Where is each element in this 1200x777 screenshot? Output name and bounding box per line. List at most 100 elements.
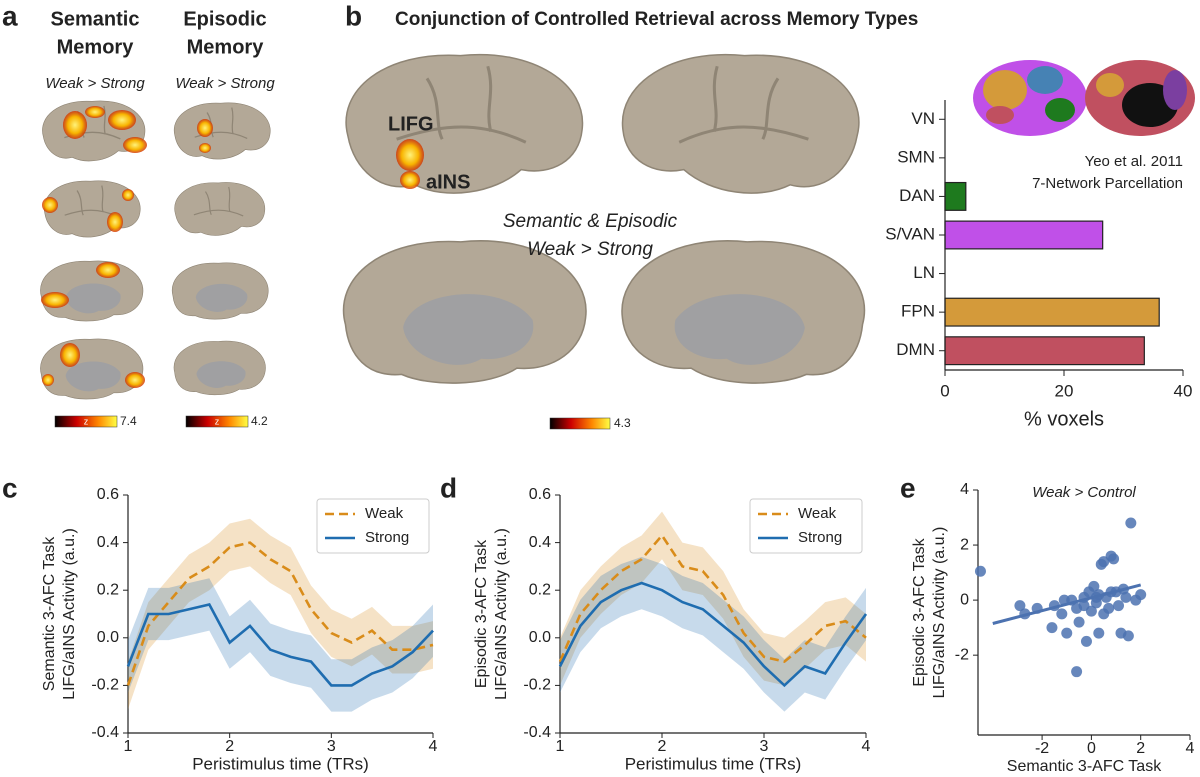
- brain-lateral: [620, 53, 861, 195]
- x-tick-label: 1: [124, 738, 133, 755]
- y-tick-label: 0.6: [97, 486, 119, 503]
- point: [1125, 517, 1137, 529]
- point: [1093, 627, 1105, 639]
- bar: [944, 336, 1145, 366]
- contrast-label: Weak > Strong: [175, 75, 275, 92]
- legend-label: Strong: [365, 529, 409, 546]
- y-tick-label: -0.2: [91, 677, 119, 694]
- parcellation-thumbnails: [973, 60, 1195, 136]
- brain-medial: [40, 260, 144, 322]
- column-title: Memory: [57, 36, 135, 58]
- colorbar: [185, 415, 249, 428]
- category-label: LN: [913, 263, 935, 282]
- category-label: SMN: [897, 147, 935, 166]
- panel-title: Conjunction of Controlled Retrieval acro…: [395, 9, 918, 30]
- x-tick-label: 2: [1136, 740, 1145, 757]
- brain-medial: [342, 240, 587, 384]
- region-label: aINS: [426, 171, 470, 193]
- panel-letter: d: [440, 472, 457, 503]
- legend-box: [316, 498, 430, 554]
- panel-letter: a: [2, 0, 18, 31]
- point: [1103, 602, 1115, 614]
- category-label: S/VAN: [885, 224, 935, 243]
- bar: [944, 220, 1104, 250]
- category-label: DAN: [899, 186, 935, 205]
- y-axis-label: Semantic 3-AFC Task: [41, 536, 58, 691]
- brain-lateral: [174, 181, 266, 236]
- y-axis-label: LIFG/aINS Activity (a.u.): [493, 528, 510, 700]
- error-band: [128, 518, 433, 710]
- colorbar: [54, 415, 118, 428]
- x-axis-label: Peristimulus time (TRs): [192, 754, 369, 773]
- activation-blob: [400, 171, 420, 189]
- point: [1061, 627, 1073, 639]
- legend-label: Weak: [798, 505, 837, 522]
- x-tick-label: 3: [327, 738, 336, 755]
- y-tick-label: -0.4: [523, 724, 551, 741]
- brain-medial: [40, 338, 144, 400]
- x-tick-label: 0: [940, 381, 949, 400]
- point: [974, 565, 986, 577]
- point: [1014, 600, 1026, 612]
- colorbar-max: 4.3: [614, 416, 631, 430]
- point: [1088, 580, 1100, 592]
- point: [1122, 630, 1134, 642]
- x-tick-label: 0: [1087, 740, 1096, 757]
- y-tick-label: 0.4: [97, 534, 119, 551]
- x-tick-label: 4: [1186, 740, 1195, 757]
- x-tick-label: 2: [658, 738, 667, 755]
- point: [1071, 666, 1083, 678]
- point: [1056, 608, 1068, 620]
- error-band: [128, 578, 433, 712]
- line: [126, 541, 434, 686]
- category-label: DMN: [896, 340, 935, 359]
- point: [1120, 591, 1132, 603]
- colorbar: [549, 417, 611, 430]
- x-tick-label: 40: [1174, 381, 1193, 400]
- bar: [944, 181, 967, 211]
- y-tick-label: -2: [955, 646, 969, 663]
- x-axis-label: Peristimulus time (TRs): [625, 754, 802, 773]
- point: [1085, 605, 1097, 617]
- y-tick-label: 0.0: [97, 629, 119, 646]
- x-axis-label: Semantic 3-AFC Task: [1007, 758, 1162, 775]
- point: [1073, 616, 1085, 628]
- y-tick-label: -0.4: [91, 724, 119, 741]
- region-label: LIFG: [388, 113, 434, 135]
- x-tick-label: -2: [1035, 740, 1049, 757]
- brain-medial: [171, 262, 269, 320]
- column-title: Memory: [187, 36, 265, 58]
- error-band: [560, 511, 866, 686]
- contrast-label: Weak > Strong: [45, 75, 145, 92]
- brain-medial: [621, 240, 866, 384]
- y-axis-label: LIFG/aINS Activity (a.u.): [61, 528, 78, 700]
- colorbar-label: z: [215, 416, 220, 426]
- y-tick-label: 0.6: [529, 486, 551, 503]
- panel-letter: e: [900, 472, 916, 503]
- line: [558, 581, 868, 688]
- line: [126, 602, 434, 687]
- point: [1080, 635, 1092, 647]
- brain-lateral: [43, 180, 141, 238]
- x-tick-label: 4: [429, 738, 438, 755]
- point: [1113, 600, 1125, 612]
- annotation: Weak > Control: [1032, 484, 1136, 501]
- x-tick-label: 2: [225, 738, 234, 755]
- activation-blob: [396, 139, 424, 171]
- line: [558, 533, 867, 664]
- point: [1130, 594, 1142, 606]
- brain-lateral: [173, 102, 271, 160]
- legend-label: Strong: [798, 529, 842, 546]
- contrast-label: Weak > Strong: [527, 239, 653, 260]
- x-tick-label: 1: [556, 738, 565, 755]
- column-title: Episodic: [183, 8, 266, 30]
- point: [1046, 622, 1058, 634]
- x-tick-label: 20: [1055, 381, 1074, 400]
- brain-medial: [173, 340, 266, 396]
- colorbar-max: 4.2: [251, 414, 268, 428]
- fit-line: [992, 583, 1142, 625]
- y-tick-label: -0.2: [523, 677, 551, 694]
- activation-blobs: [41, 106, 213, 388]
- parcellation-label: Yeo et al. 2011: [1085, 153, 1183, 170]
